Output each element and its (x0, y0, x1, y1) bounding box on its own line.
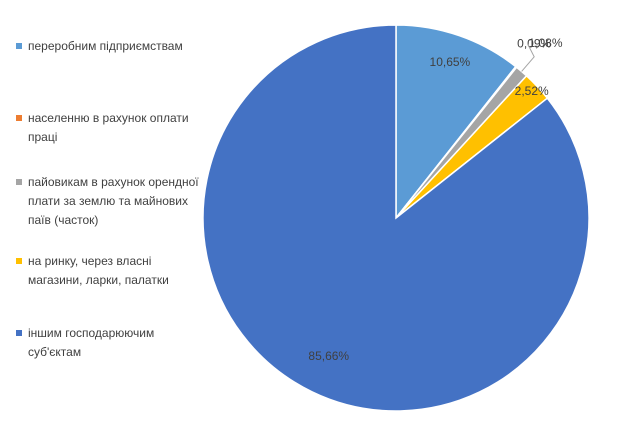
legend-item: населенню в рахунок оплати праці (16, 109, 202, 147)
legend-swatch (16, 330, 22, 336)
legend-label: переробним підприємствам (28, 39, 183, 53)
leader-line (521, 43, 535, 72)
data-label: 0,09% (517, 36, 551, 50)
data-label: 10,65% (430, 55, 471, 69)
data-label: 2,52% (515, 84, 549, 98)
legend-swatch (16, 258, 22, 264)
legend-swatch (16, 115, 22, 121)
legend-label: пайовикам в рахунок орендної плати за зе… (28, 175, 199, 227)
data-label: 85,66% (308, 349, 349, 363)
pie-slice (202, 24, 590, 412)
legend-item: пайовикам в рахунок орендної плати за зе… (16, 173, 202, 230)
legend-swatch (16, 179, 22, 185)
legend-item: переробним підприємствам (16, 37, 202, 56)
legend-item: на ринку, через власні магазини, ларки, … (16, 252, 202, 290)
legend-swatch (16, 43, 22, 49)
legend-item: іншим господарюючим суб'єктам (16, 324, 202, 362)
pie-slice (395, 24, 517, 221)
legend-label: населенню в рахунок оплати праці (28, 111, 189, 144)
legend-label: на ринку, через власні магазини, ларки, … (28, 254, 169, 287)
legend-label: іншим господарюючим суб'єктам (28, 326, 155, 359)
data-label: 1,08% (528, 36, 562, 50)
